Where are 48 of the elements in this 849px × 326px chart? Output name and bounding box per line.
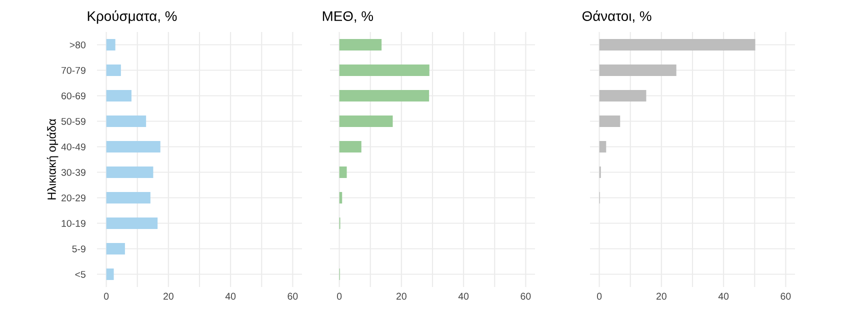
y-tick-label: <5 [75,271,86,278]
x-tick-label: 40 [225,292,236,300]
bar [106,192,150,204]
x-tick-label: 60 [288,292,298,300]
bar [599,141,606,152]
y-tick-label: 20-29 [62,194,86,202]
bar [106,268,114,280]
chart-title: ΜΕΘ, % [322,11,374,23]
bar [106,218,158,229]
x-tick-label: 20 [656,292,666,300]
bar [599,116,620,127]
bar [339,90,430,102]
x-tick-label: 20 [396,292,406,300]
chart-title: Θάνατοι, % [582,10,652,23]
x-tick-label: 0 [596,292,602,300]
bar [106,116,146,127]
bar [106,64,121,76]
y-tick-label: 10-19 [62,220,86,227]
y-tick-label: 30-39 [61,168,86,176]
x-tick-label: 40 [718,292,729,300]
x-tick-label: 60 [520,292,531,300]
bar [339,192,342,204]
bar [339,39,382,50]
chart-title: Κρούσματα, % [88,10,177,24]
bar [106,166,154,178]
x-tick-label: 20 [164,292,174,300]
bar [599,39,756,50]
bar [599,90,646,102]
x-tick-label: 60 [780,292,791,300]
x-tick-label: 0 [104,292,109,300]
y-tick-label: >80 [70,41,86,48]
y-tick-label: 5-9 [72,245,86,252]
y-tick-label: 50-59 [61,118,86,125]
y-axis-title: Ηλικιακή ομάδα [46,118,58,200]
bar [106,90,132,102]
bar [339,166,347,178]
bar [339,116,393,127]
bar [106,39,116,50]
bar [339,141,362,152]
bar [339,64,430,76]
x-tick-label: 40 [458,292,469,300]
bar [106,243,125,254]
bar [599,64,676,76]
y-tick-label: 60-69 [62,92,86,100]
bar [106,141,160,152]
y-tick-label: 40-49 [61,143,86,150]
y-tick-label: 70-79 [62,66,86,74]
x-tick-label: 0 [336,292,342,300]
